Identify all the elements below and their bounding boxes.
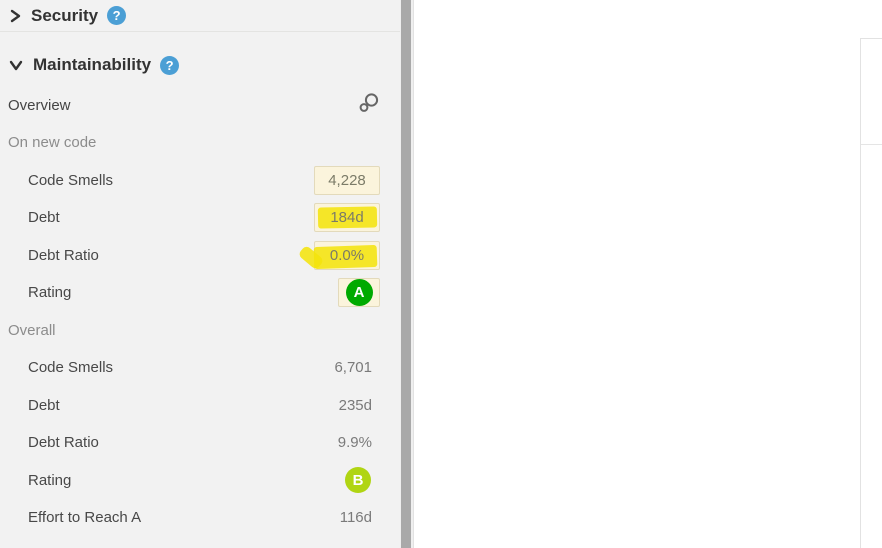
section-label: Security — [31, 5, 99, 25]
metric-label: Debt — [28, 396, 60, 414]
metric-value: 0.0% — [329, 246, 365, 264]
metric-row-new-rating[interactable]: Rating A — [0, 274, 400, 312]
metric-value: 116d — [339, 509, 372, 527]
chevron-right-icon — [8, 8, 22, 24]
bubbles-icon[interactable] — [358, 92, 380, 118]
metric-label: Code Smells — [28, 359, 114, 377]
metric-value-box: 0.0% — [297, 240, 380, 270]
metric-value: 9.9% — [337, 434, 372, 452]
metric-row-new-code-smells[interactable]: Code Smells 4,228 — [0, 162, 400, 200]
main-panel: Risk Color 0.0% 20.0% 40.0% Coverage — [414, 0, 882, 548]
metric-row-new-debt[interactable]: Debt 184d — [0, 199, 400, 237]
metric-label: Debt — [28, 209, 60, 227]
metric-row-overall-debt-ratio[interactable]: Debt Ratio 9.9% — [0, 424, 400, 462]
metric-value-box: 4,228 — [314, 165, 380, 195]
metric-label: Effort to Reach A — [28, 509, 142, 527]
sidebar: Security ? Maintainability ? Overview On… — [0, 0, 400, 548]
subsection-label: Overall — [8, 321, 56, 339]
risk-card-header: Risk Color — [861, 39, 882, 145]
metric-label: Rating — [28, 471, 72, 489]
overview-label: Overview — [8, 96, 71, 114]
metric-label: Debt Ratio — [28, 434, 99, 452]
risk-bubble-chart[interactable] — [861, 144, 882, 548]
help-icon[interactable]: ? — [160, 55, 180, 75]
metric-row-overall-code-smells[interactable]: Code Smells 6,701 — [0, 349, 400, 387]
metric-value: 6,701 — [334, 359, 372, 377]
sidebar-item-overview[interactable]: Overview — [0, 86, 400, 124]
sidebar-scrollbar-thumb[interactable] — [401, 0, 411, 548]
metric-row-new-debt-ratio[interactable]: Debt Ratio 0.0% — [0, 237, 400, 275]
metric-value-box: A — [338, 278, 380, 308]
rating-badge-b: B — [345, 467, 371, 494]
risk-card: Risk Color 0.0% 20.0% 40.0% Coverage — [860, 38, 882, 548]
subsection-on-new-code: On new code — [0, 124, 400, 162]
subsection-label: On new code — [8, 134, 97, 152]
metric-label: Debt Ratio — [28, 246, 99, 264]
metric-row-overall-debt[interactable]: Debt 235d — [0, 387, 400, 425]
metric-label: Rating — [28, 284, 72, 302]
chevron-down-icon — [8, 58, 24, 72]
help-icon[interactable]: ? — [107, 6, 127, 25]
metric-row-effort-to-reach-a[interactable]: Effort to Reach A 116d — [0, 499, 400, 537]
rating-badge-a: A — [345, 279, 373, 307]
sidebar-section-security[interactable]: Security ? — [0, 0, 400, 32]
metric-row-overall-rating[interactable]: Rating B — [0, 462, 400, 500]
section-label: Maintainability — [33, 55, 152, 74]
metric-value-box: 184d — [314, 203, 380, 233]
metric-value: 235d — [338, 396, 372, 414]
metric-value: 4,228 — [328, 171, 366, 189]
metric-value: 184d — [330, 209, 364, 227]
metric-label: Code Smells — [28, 171, 114, 189]
subsection-overall: Overall — [0, 312, 400, 350]
sidebar-section-maintainability[interactable]: Maintainability ? — [0, 49, 400, 81]
sidebar-scrollbar-track[interactable] — [400, 0, 414, 548]
